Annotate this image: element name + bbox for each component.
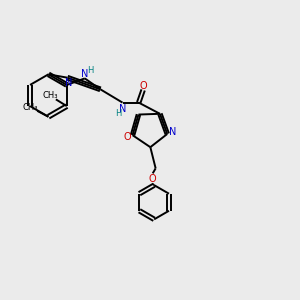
Text: H: H bbox=[115, 109, 121, 118]
Text: CH₃: CH₃ bbox=[23, 103, 38, 112]
Text: O: O bbox=[123, 132, 131, 142]
Text: N: N bbox=[81, 69, 88, 79]
Text: N: N bbox=[65, 78, 72, 88]
Text: O: O bbox=[139, 80, 147, 91]
Text: O: O bbox=[149, 174, 157, 184]
Text: CH₃: CH₃ bbox=[43, 91, 58, 100]
Text: N: N bbox=[169, 128, 176, 137]
Text: N: N bbox=[119, 104, 126, 114]
Text: H: H bbox=[87, 66, 93, 75]
